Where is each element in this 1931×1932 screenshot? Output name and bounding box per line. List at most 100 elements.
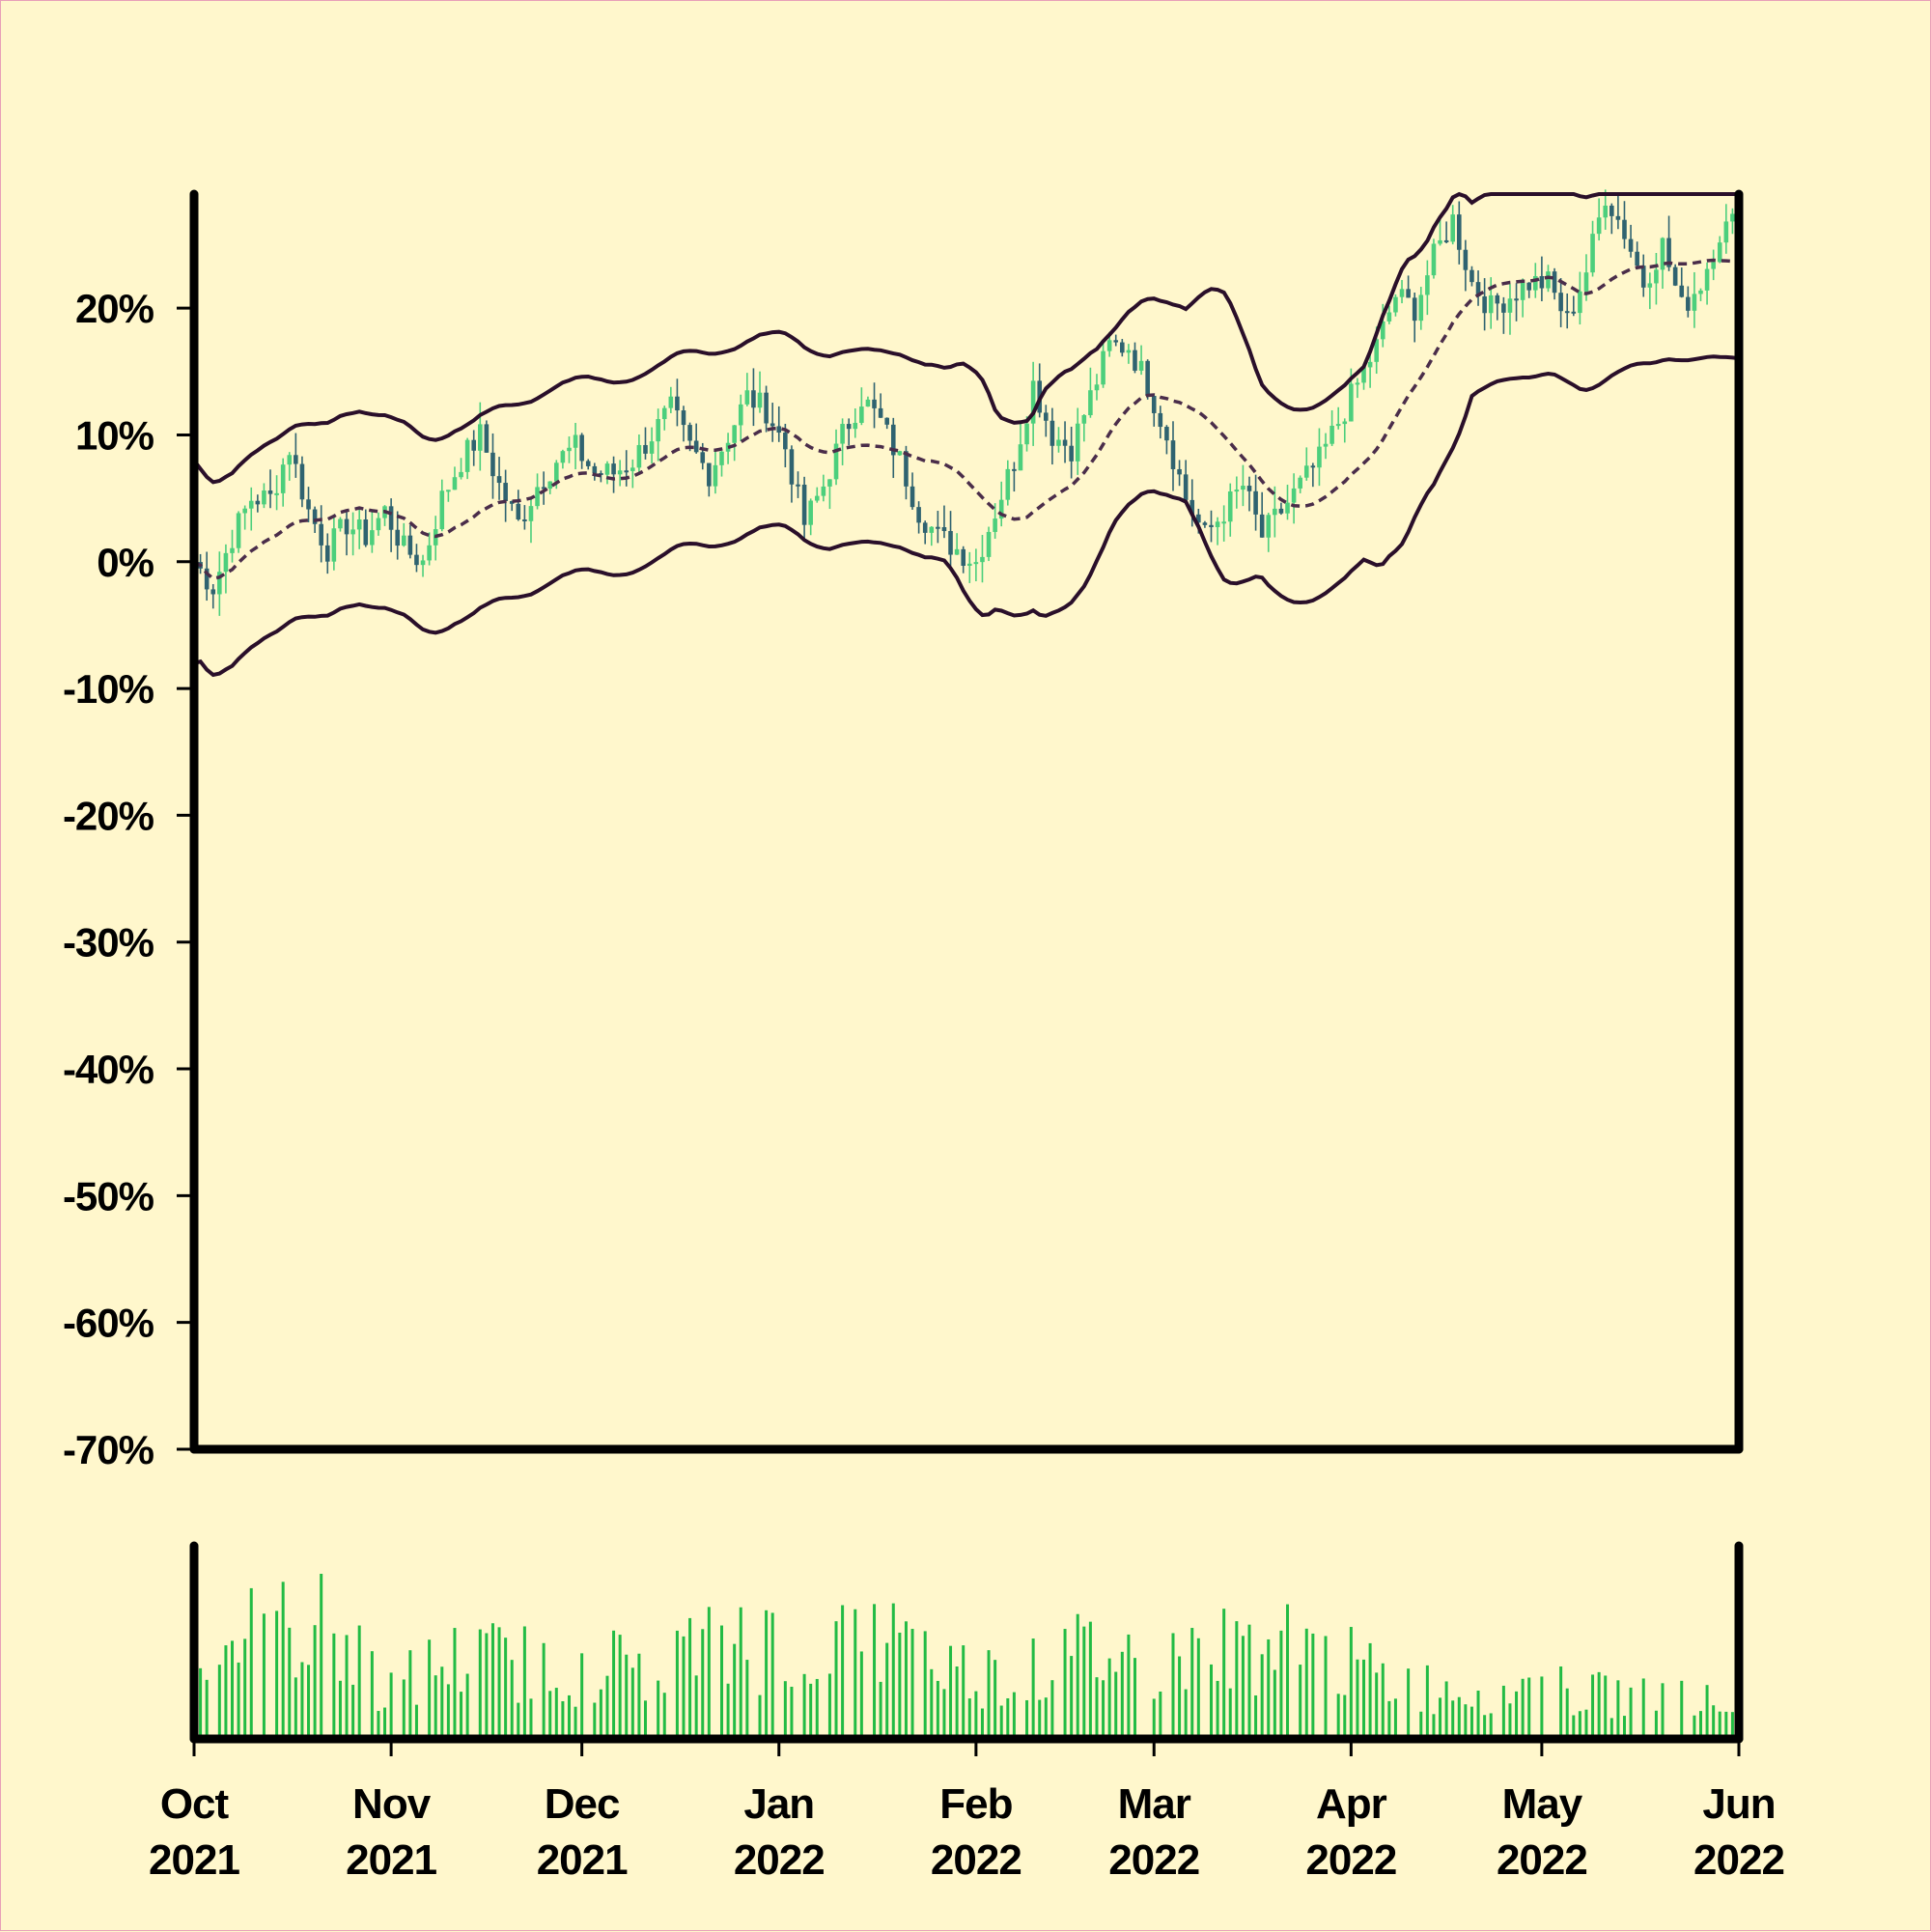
volume-bar bbox=[1286, 1604, 1290, 1739]
candle bbox=[1406, 275, 1411, 298]
volume-bar bbox=[1661, 1683, 1665, 1739]
candle-body bbox=[814, 495, 820, 501]
volume-bar bbox=[657, 1680, 660, 1739]
candle bbox=[1101, 342, 1105, 388]
volume-bar bbox=[758, 1694, 762, 1739]
volume-bar bbox=[1641, 1678, 1645, 1739]
x-tick-label-month: Apr bbox=[1316, 1780, 1387, 1828]
candle bbox=[599, 470, 603, 483]
volume-bar bbox=[1273, 1669, 1276, 1739]
x-tick-label-month: Dec bbox=[545, 1780, 620, 1828]
candle-body bbox=[1342, 421, 1348, 425]
candle-body bbox=[496, 476, 502, 484]
volume-bar bbox=[1107, 1658, 1111, 1739]
volume-bar bbox=[1082, 1626, 1086, 1739]
candle-body bbox=[554, 462, 559, 482]
candle bbox=[1692, 271, 1697, 328]
candle bbox=[1075, 407, 1080, 475]
candle-body bbox=[1303, 465, 1309, 478]
volume-bar bbox=[1031, 1638, 1035, 1739]
volume-bar bbox=[726, 1683, 730, 1739]
candle bbox=[675, 378, 680, 427]
volume-bar bbox=[383, 1707, 387, 1739]
volume-bar bbox=[1698, 1711, 1702, 1739]
candle bbox=[1526, 282, 1532, 298]
candle bbox=[1259, 491, 1265, 538]
candle-body bbox=[808, 500, 813, 525]
volume-bar bbox=[1038, 1699, 1042, 1739]
volume-bar bbox=[1088, 1621, 1092, 1739]
volume-bar bbox=[389, 1672, 393, 1739]
volume-bar bbox=[1324, 1636, 1328, 1739]
volume-bar bbox=[1515, 1691, 1519, 1739]
candle-body bbox=[1533, 275, 1538, 291]
candle bbox=[1552, 267, 1557, 300]
candle-body bbox=[509, 500, 515, 504]
volume-bar bbox=[942, 1689, 946, 1739]
candle bbox=[1615, 195, 1621, 230]
candle bbox=[624, 450, 630, 487]
candle-body bbox=[1469, 269, 1474, 283]
volume-bar bbox=[1343, 1694, 1347, 1739]
y-tick-label: -70% bbox=[63, 1427, 154, 1472]
candle-body bbox=[1044, 412, 1049, 421]
candle-body bbox=[1431, 243, 1437, 276]
candles-layer bbox=[191, 189, 1742, 616]
candle bbox=[1145, 359, 1150, 400]
candle-body bbox=[681, 410, 686, 426]
candle bbox=[573, 422, 578, 470]
candle-body bbox=[1285, 502, 1290, 514]
candle-body bbox=[1495, 294, 1500, 304]
candle bbox=[1037, 363, 1043, 418]
x-tick-label-year: 2022 bbox=[1108, 1836, 1199, 1884]
volume-bar bbox=[745, 1660, 749, 1739]
volume-bar bbox=[1730, 1712, 1734, 1739]
candle-body bbox=[1209, 524, 1214, 527]
candle-body bbox=[274, 492, 279, 495]
candle-body bbox=[1241, 486, 1245, 490]
candle-body bbox=[1609, 205, 1614, 216]
candle bbox=[204, 551, 210, 602]
volume-bar bbox=[841, 1605, 845, 1739]
candle bbox=[1189, 479, 1195, 527]
candle-body bbox=[1056, 439, 1061, 446]
candle-body bbox=[1049, 420, 1055, 446]
x-tick-label-year: 2022 bbox=[734, 1836, 825, 1884]
volume-bar bbox=[1070, 1656, 1074, 1739]
candle-body bbox=[1145, 360, 1150, 397]
candle bbox=[1005, 460, 1011, 506]
y-tick-label: -40% bbox=[63, 1047, 154, 1092]
candle bbox=[331, 514, 337, 571]
volume-bar bbox=[478, 1629, 482, 1739]
candle-body bbox=[464, 439, 470, 472]
candle bbox=[1558, 278, 1563, 327]
volume-bar bbox=[1012, 1692, 1016, 1739]
candle-body bbox=[1438, 239, 1442, 244]
candle bbox=[1679, 267, 1685, 298]
volume-bar bbox=[1540, 1676, 1544, 1739]
volume-bar bbox=[1693, 1715, 1696, 1739]
candle-body bbox=[1520, 282, 1525, 300]
volume-bar bbox=[517, 1702, 520, 1739]
volume-bar bbox=[345, 1635, 349, 1739]
candle-body bbox=[1221, 521, 1226, 524]
candle-body bbox=[1202, 522, 1208, 525]
candle-body bbox=[1654, 269, 1659, 284]
candle bbox=[388, 498, 394, 552]
volume-bar bbox=[1260, 1654, 1264, 1739]
candle-body bbox=[217, 572, 222, 595]
candle-body bbox=[1234, 490, 1240, 492]
candle bbox=[1133, 342, 1137, 374]
volume-bar bbox=[1572, 1715, 1576, 1739]
candle-body bbox=[1578, 291, 1582, 314]
volume-bar bbox=[1102, 1680, 1105, 1739]
x-tick-label-year: 2022 bbox=[1305, 1836, 1396, 1884]
candle bbox=[1590, 220, 1595, 277]
candle bbox=[1266, 513, 1272, 552]
candle-body bbox=[707, 462, 712, 487]
volume-bar bbox=[446, 1684, 450, 1739]
volume-bar bbox=[854, 1609, 857, 1739]
volume-bar bbox=[923, 1631, 927, 1739]
candle-body bbox=[1711, 262, 1716, 269]
volume-bar bbox=[1368, 1642, 1372, 1739]
